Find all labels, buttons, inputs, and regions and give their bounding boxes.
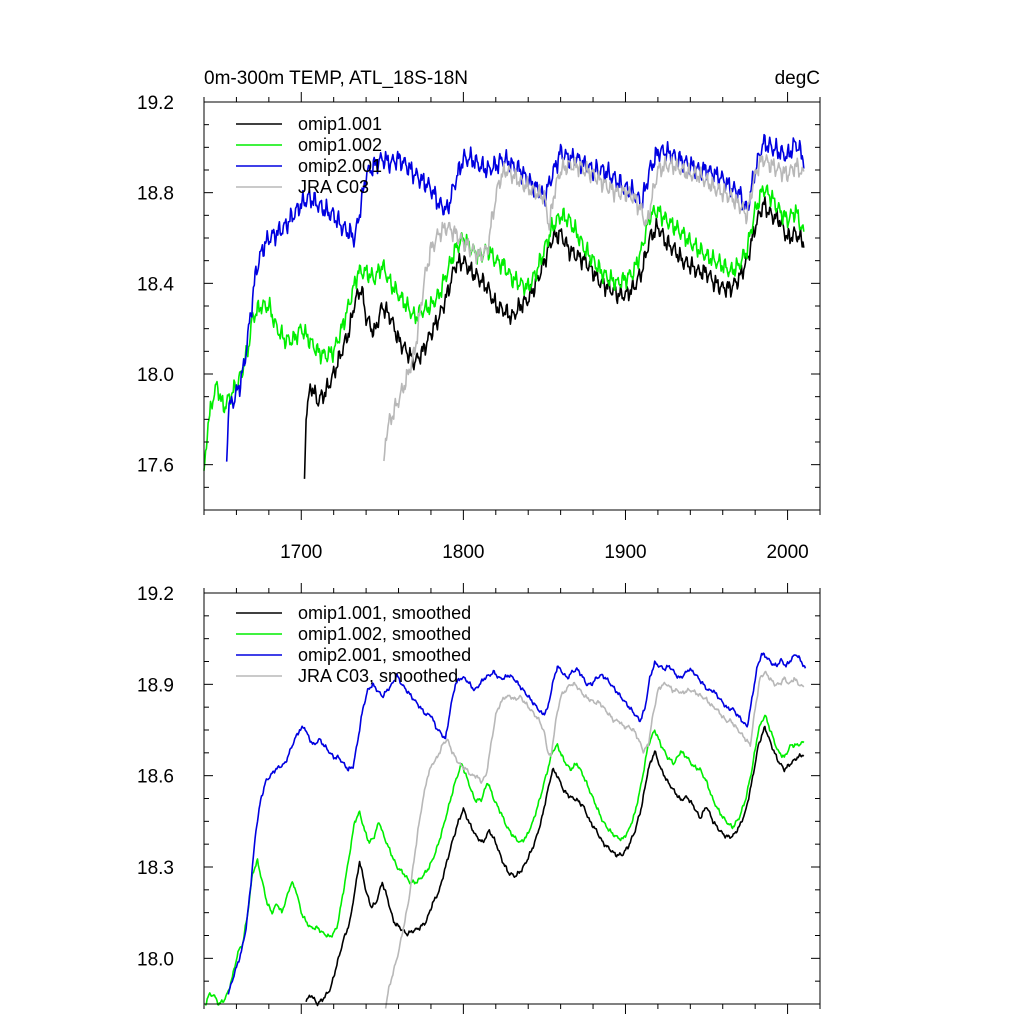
y-tick-label: 18.3 xyxy=(137,858,174,879)
legend-label: omip2.001, smoothed xyxy=(298,645,471,665)
legend-label: omip1.001 xyxy=(298,114,382,134)
series-line xyxy=(203,184,805,471)
ticks-layer: 17.6 18.0 18.4 18.8 19.2 1700 1800 1900 2000 xyxy=(137,92,821,563)
x-tick-label: 2000 xyxy=(766,542,808,563)
legend-label: omip1.002, smoothed xyxy=(298,624,471,644)
x-tick-label: 1700 xyxy=(280,542,322,563)
legend-label: omip1.002 xyxy=(298,135,382,155)
y-tick-label: 18.6 xyxy=(137,767,174,788)
legend-label: omip1.001, smoothed xyxy=(298,603,471,623)
y-tick-label: 18.0 xyxy=(137,365,174,386)
chart-title-left: 0m-300m TEMP, ATL_18S-18N xyxy=(204,68,468,89)
x-tick-label: 1900 xyxy=(604,542,646,563)
series-layer xyxy=(203,133,805,479)
ticks-layer: 18.0 18.3 18.6 18.9 19.2 xyxy=(137,583,821,1014)
y-tick-label: 17.6 xyxy=(137,456,174,477)
panel-bottom: 18.0 18.3 18.6 18.9 19.2 omip1.001, smoothed… xyxy=(137,583,821,1014)
panel-top: 0m-300m TEMP, ATL_18S-18N degC 17.618.01… xyxy=(137,68,821,563)
series-line xyxy=(204,714,805,1006)
series-line xyxy=(227,652,807,995)
y-tick-label: 19.2 xyxy=(137,93,174,114)
series-layer xyxy=(204,652,807,1009)
y-tick-label: 18.8 xyxy=(137,184,174,205)
series-line xyxy=(384,670,805,1009)
series-line xyxy=(305,725,805,1007)
legend-label: JRA C03, smoothed xyxy=(298,666,458,686)
y-tick-label: 18.9 xyxy=(137,675,174,696)
plot-frame xyxy=(203,592,821,1005)
y-tick-label: 18.4 xyxy=(137,274,174,295)
series-line xyxy=(383,154,805,462)
y-tick-label: 18.0 xyxy=(137,949,174,970)
x-tick-label: 1800 xyxy=(442,542,484,563)
legend-label: omip2.001 xyxy=(298,156,382,176)
series-line xyxy=(303,196,805,479)
chart-title-right: degC xyxy=(775,68,820,89)
y-tick-label: 19.2 xyxy=(137,584,174,605)
legend-label: JRA C03 xyxy=(298,177,369,197)
